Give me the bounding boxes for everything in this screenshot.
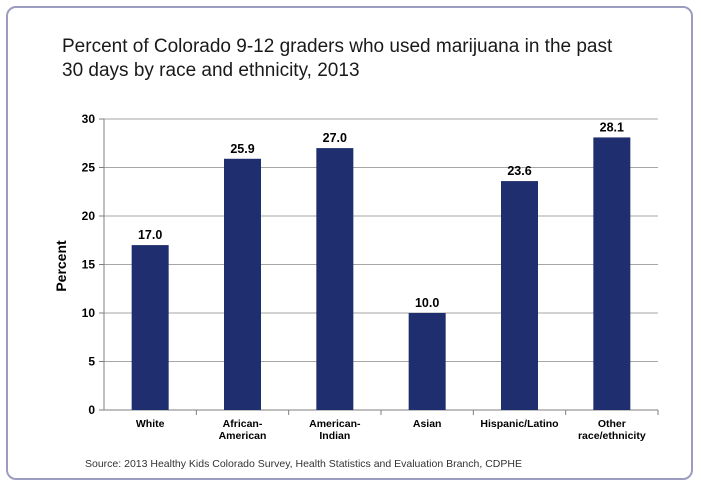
y-tick-label: 20 [82,209,96,223]
bar [408,313,446,410]
x-tick-label: Indian [319,430,350,442]
x-tick-label: Other [598,418,626,430]
bar [316,148,354,410]
y-tick-label: 25 [82,161,96,175]
y-tick-label: 0 [88,403,95,417]
bar [501,181,538,410]
x-tick-label: Asian [413,418,442,430]
bar [224,158,261,410]
data-label: 10.0 [415,296,439,310]
chart-title-line-2: 30 days by race and ethnicity, 2013 [62,60,360,81]
bar [593,137,631,410]
y-tick-label: 30 [82,112,96,126]
source-note: Source: 2013 Healthy Kids Colorado Surve… [85,458,522,470]
axes [99,118,659,415]
x-tick-label: African- [223,418,263,430]
x-tick-label: race/ethnicity [578,430,646,442]
y-axis-label: Percent [53,240,69,292]
x-tick-label: Hispanic/Latino [480,418,558,430]
y-tick-label: 10 [82,306,96,320]
x-tick-label: White [136,418,165,430]
data-label: 28.1 [600,120,624,134]
bar [131,245,169,410]
labels: 05101520253017.0White25.9African-America… [82,112,646,442]
chart-title-line-1: Percent of Colorado 9-12 graders who use… [62,36,613,57]
gridlines [104,118,658,362]
x-tick-label: American [219,430,267,442]
y-tick-label: 15 [82,258,96,272]
x-tick-label: American- [309,418,361,430]
chart-title: Percent of Colorado 9-12 graders who use… [62,35,662,83]
bars [131,137,631,410]
data-label: 25.9 [230,142,254,156]
y-tick-label: 5 [88,355,95,369]
data-label: 17.0 [138,228,162,242]
data-label: 23.6 [507,164,531,178]
data-label: 27.0 [323,131,347,145]
